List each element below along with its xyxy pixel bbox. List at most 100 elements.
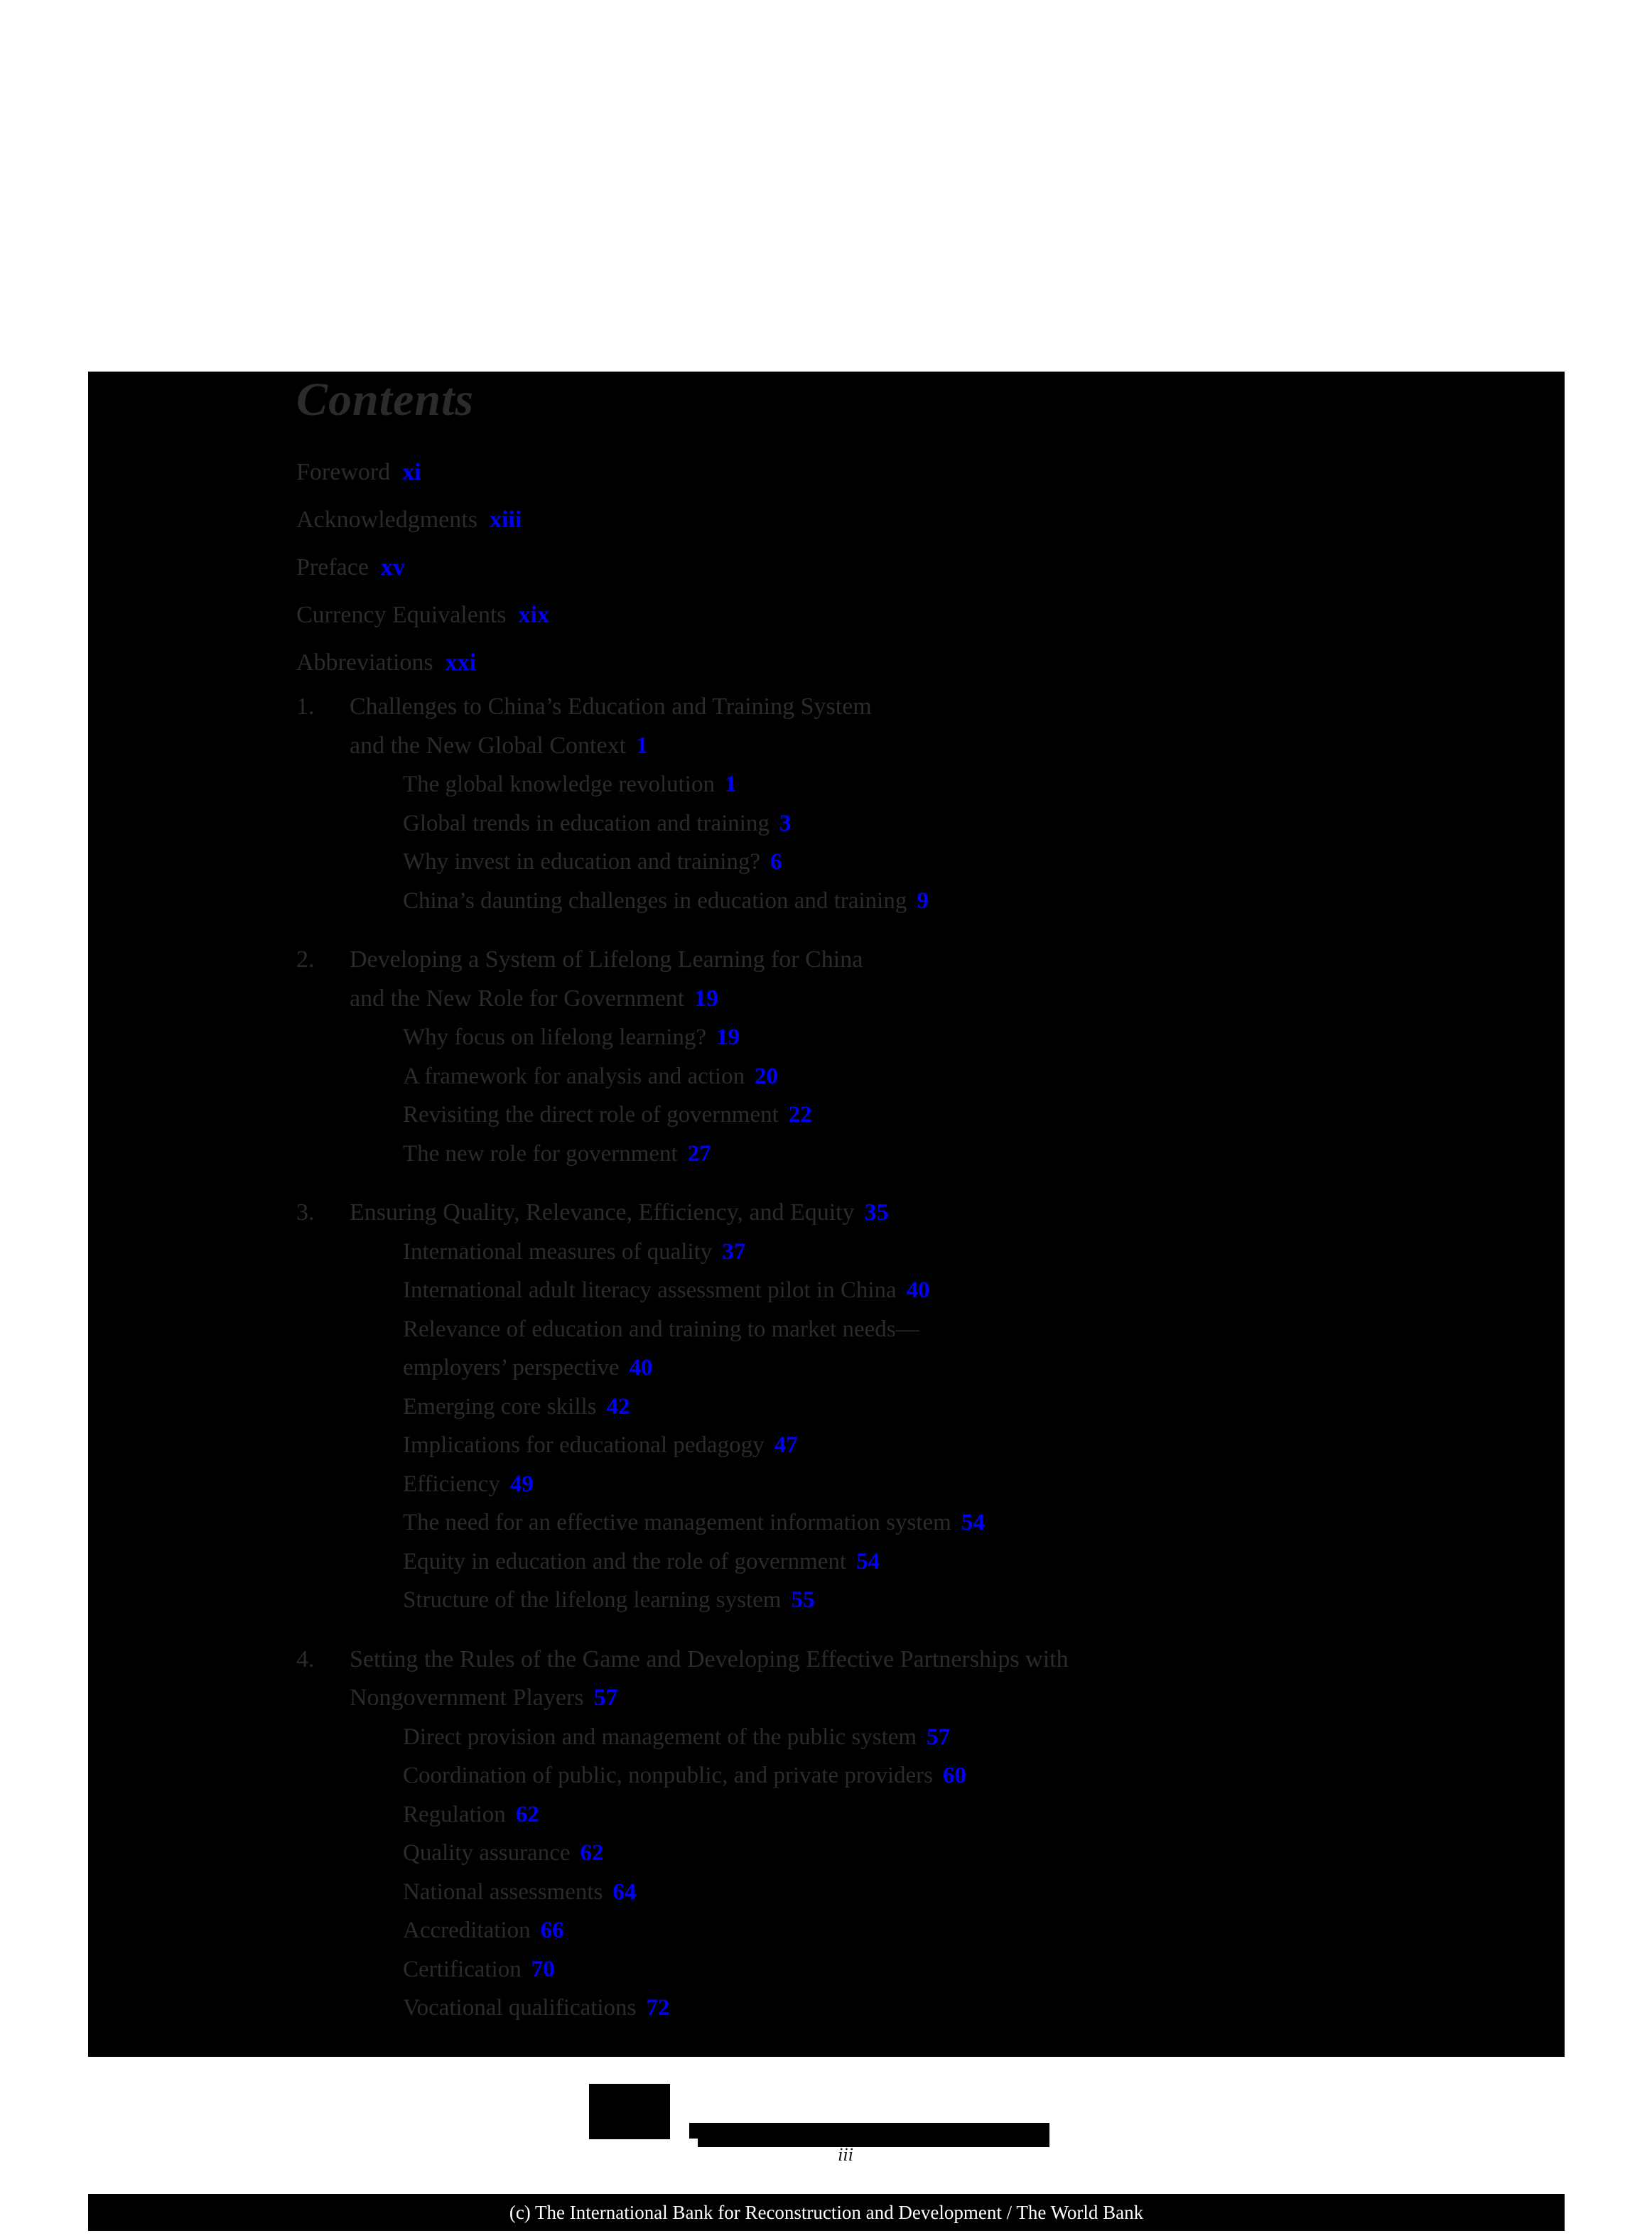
chapter-title-text: and the New Global Context	[350, 732, 627, 759]
section-label: Global trends in education and training	[403, 810, 770, 836]
section-page-number: 62	[515, 1801, 539, 1827]
chapter: 4. Setting the Rules of the Game and Deve…	[296, 1640, 1547, 2028]
chapter-heading[interactable]: 4. Setting the Rules of the Game and Deve…	[296, 1640, 1547, 1718]
chapter-number: 2.	[296, 946, 315, 973]
section-label: Equity in education and the role of gove…	[403, 1548, 847, 1574]
chapter-heading[interactable]: 1. Challenges to China’s Education and Tr…	[296, 688, 1547, 765]
redaction-block-bar-lower	[698, 2137, 1049, 2147]
chapter-page-number: 35	[864, 1199, 889, 1226]
section-page-number: 72	[646, 1995, 670, 2021]
chapter: 1. Challenges to China’s Education and Tr…	[296, 688, 1547, 920]
front-matter-page-number: xv	[380, 554, 405, 580]
chapter-title-line: and the New Global Context 1	[350, 727, 1547, 766]
chapter-list: 1. Challenges to China’s Education and Tr…	[296, 688, 1547, 2048]
section-label: International adult literacy assessment …	[403, 1277, 897, 1303]
section-entry[interactable]: employers’ perspective 40	[403, 1348, 1547, 1388]
front-matter-page-number: xxi	[445, 649, 477, 676]
section-list: Why focus on lifelong learning? 19 A frame…	[296, 1018, 1547, 1173]
section-entry[interactable]: Why invest in education and training? 6	[403, 843, 1547, 882]
section-entry[interactable]: Vocational qualifications 72	[403, 1989, 1547, 2028]
front-matter-entry[interactable]: Currency Equivalents xix	[296, 603, 1547, 651]
section-page-number: 60	[943, 1763, 967, 1788]
section-entry[interactable]: Why focus on lifelong learning? 19	[403, 1018, 1547, 1057]
section-page-number: 22	[788, 1102, 812, 1128]
section-label: Efficiency	[403, 1471, 500, 1497]
chapter-title-text: and the New Role for Government	[350, 985, 685, 1012]
section-page-number: 47	[774, 1432, 798, 1458]
chapter-title-line: Ensuring Quality, Relevance, Efficiency,…	[350, 1194, 1547, 1233]
section-page-number: 54	[961, 1510, 985, 1535]
front-matter-page-number: xiii	[489, 507, 522, 533]
section-page-number: 3	[779, 810, 792, 836]
section-entry[interactable]: China’s daunting challenges in education…	[403, 882, 1547, 921]
section-entry[interactable]: Global trends in education and training 3	[403, 804, 1547, 843]
section-list: Direct provision and management of the p…	[296, 1718, 1547, 2028]
section-label: National assessments	[403, 1878, 603, 1905]
chapter-number: 1.	[296, 693, 315, 720]
section-label: Revisiting the direct role of government	[403, 1102, 779, 1128]
section-label: International measures of quality	[403, 1238, 713, 1265]
section-list: The global knowledge revolution 1 Global t…	[296, 765, 1547, 920]
front-matter-page-number: xi	[402, 459, 421, 485]
section-entry[interactable]: The need for an effective management inf…	[403, 1503, 1547, 1542]
section-entry[interactable]: A framework for analysis and action 20	[403, 1057, 1547, 1096]
front-matter-label: Acknowledgments	[296, 507, 477, 533]
section-page-number: 19	[716, 1025, 740, 1050]
section-entry[interactable]: Efficiency 49	[403, 1465, 1547, 1504]
chapter-heading[interactable]: 2. Developing a System of Lifelong Learni…	[296, 941, 1547, 1018]
section-page-number: 70	[531, 1956, 555, 1982]
section-page-number: 54	[856, 1548, 880, 1574]
chapter-title-line: Developing a System of Lifelong Learning…	[350, 941, 1547, 980]
front-matter-list: Foreword xi Acknowledgments xiii Preface xv Cu…	[296, 460, 1547, 698]
chapter-title-text: Developing a System of Lifelong Learning…	[350, 946, 863, 973]
section-entry[interactable]: International adult literacy assessment …	[403, 1271, 1547, 1310]
front-matter-entry[interactable]: Foreword xi	[296, 460, 1547, 508]
page-title: Contents	[296, 374, 475, 426]
front-matter-entry[interactable]: Acknowledgments xiii	[296, 508, 1547, 556]
section-entry[interactable]: Quality assurance 62	[403, 1834, 1547, 1873]
section-entry[interactable]: Coordination of public, nonpublic, and p…	[403, 1756, 1547, 1795]
section-page-number: 27	[687, 1140, 711, 1167]
section-label: Quality assurance	[403, 1840, 571, 1866]
section-page-number: 9	[917, 887, 929, 914]
redaction-block-bar-upper	[689, 2123, 1049, 2139]
copyright-notice: (c) The International Bank for Reconstru…	[88, 2194, 1565, 2231]
front-matter-label: Foreword	[296, 459, 391, 485]
section-page-number: 40	[906, 1277, 930, 1303]
section-entry[interactable]: Accreditation 66	[403, 1911, 1547, 1950]
chapter: 3. Ensuring Quality, Relevance, Efficienc…	[296, 1194, 1547, 1620]
section-page-number: 64	[612, 1878, 637, 1905]
section-entry[interactable]: Emerging core skills 42	[403, 1388, 1547, 1427]
section-page-number: 55	[791, 1587, 815, 1613]
section-entry[interactable]: Revisiting the direct role of government…	[403, 1096, 1547, 1135]
section-entry[interactable]: National assessments 64	[403, 1873, 1547, 1912]
section-page-number: 57	[927, 1724, 951, 1750]
section-entry[interactable]: Equity in education and the role of gove…	[403, 1542, 1547, 1582]
section-label: Why focus on lifelong learning?	[403, 1025, 707, 1050]
front-matter-entry[interactable]: Preface xv	[296, 556, 1547, 603]
chapter-heading[interactable]: 3. Ensuring Quality, Relevance, Efficienc…	[296, 1194, 1547, 1233]
section-entry[interactable]: Regulation 62	[403, 1795, 1547, 1834]
folio-page-number: iii	[838, 2144, 853, 2165]
chapter-title-line: Challenges to China’s Education and Trai…	[350, 688, 1547, 727]
section-entry[interactable]: Implications for educational pedagogy 47	[403, 1426, 1547, 1465]
chapter-title-text: Nongovernment Players	[350, 1685, 584, 1711]
section-label: employers’ perspective	[403, 1355, 620, 1380]
section-entry[interactable]: International measures of quality 37	[403, 1233, 1547, 1272]
section-entry[interactable]: The global knowledge revolution 1	[403, 765, 1547, 804]
section-entry[interactable]: Relevance of education and training to m…	[403, 1310, 1547, 1349]
chapter: 2. Developing a System of Lifelong Learni…	[296, 941, 1547, 1173]
section-entry[interactable]: Direct provision and management of the p…	[403, 1718, 1547, 1757]
chapter-title-line: Setting the Rules of the Game and Develo…	[350, 1640, 1547, 1680]
section-page-number: 62	[580, 1840, 604, 1866]
section-entry[interactable]: The new role for government 27	[403, 1135, 1547, 1174]
chapter-page-number: 1	[636, 732, 649, 759]
section-label: Accreditation	[403, 1918, 531, 1943]
section-label: Regulation	[403, 1801, 506, 1827]
section-entry[interactable]: Certification 70	[403, 1950, 1547, 1989]
front-matter-entry[interactable]: Abbreviations xxi	[296, 651, 1547, 698]
front-matter-label: Abbreviations	[296, 649, 433, 676]
chapter-title-text: Challenges to China’s Education and Trai…	[350, 693, 872, 720]
section-entry[interactable]: Structure of the lifelong learning syste…	[403, 1581, 1547, 1620]
